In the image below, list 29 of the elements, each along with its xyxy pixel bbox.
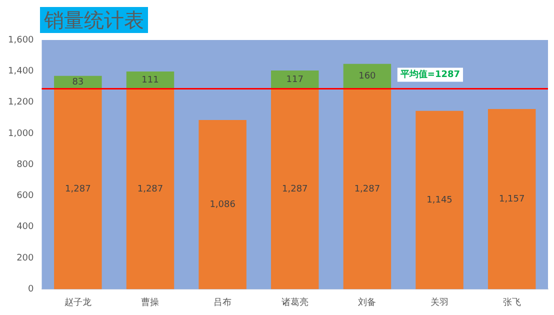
data-label: 83 <box>72 78 84 88</box>
y-tick-label: 1,000 <box>8 128 34 139</box>
y-tick-label: 800 <box>16 160 34 170</box>
x-tick-label: 赵子龙 <box>64 296 92 308</box>
data-label: 1,287 <box>354 184 380 194</box>
y-tick-label: 200 <box>16 253 34 264</box>
data-label: 1,287 <box>137 184 164 194</box>
data-label: 1,145 <box>426 195 452 206</box>
y-tick-label: 0 <box>28 284 34 295</box>
y-tick-label: 1,400 <box>8 66 34 76</box>
x-tick-label: 关羽 <box>430 296 449 308</box>
y-tick-label: 1,600 <box>8 35 34 46</box>
y-tick-label: 600 <box>16 191 34 202</box>
x-tick-label: 诸葛亮 <box>281 296 308 308</box>
data-label: 111 <box>142 75 159 86</box>
x-tick-label: 吕布 <box>214 296 232 308</box>
x-tick-label: 张飞 <box>502 296 521 308</box>
ref-line-label: 平均值=1287 <box>399 69 460 80</box>
data-label: 1,157 <box>498 194 525 204</box>
x-tick-label: 曹操 <box>141 296 160 308</box>
data-label: 1,086 <box>210 200 236 210</box>
data-label: 1,287 <box>65 184 91 194</box>
y-tick-label: 400 <box>16 222 34 232</box>
data-label: 117 <box>286 74 304 85</box>
y-tick-label: 1,200 <box>8 98 34 108</box>
data-label: 160 <box>358 72 376 82</box>
data-label: 1,287 <box>282 184 308 194</box>
x-tick-label: 刘备 <box>358 296 376 308</box>
chart-title: 销量统计表 <box>40 7 148 33</box>
